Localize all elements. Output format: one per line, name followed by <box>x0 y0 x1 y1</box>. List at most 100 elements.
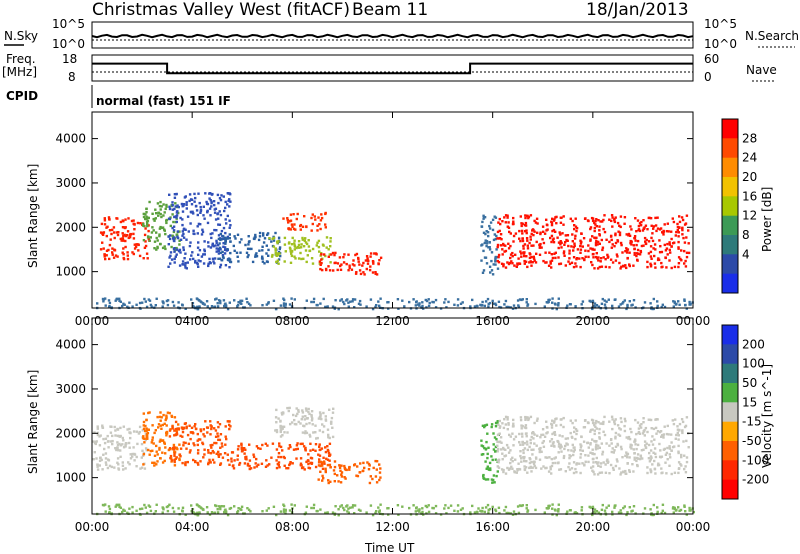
velocity-data-cell <box>650 456 653 459</box>
power-data-cell <box>274 247 277 251</box>
velocity-colorbar-swatch <box>722 383 738 403</box>
power-data-cell <box>557 302 560 305</box>
power-data-cell <box>674 234 677 237</box>
power-colorbar-tick-label: 8 <box>742 228 750 242</box>
velocity-data-cell <box>562 454 566 458</box>
power-data-cell <box>325 246 328 249</box>
power-data-cell <box>482 249 485 253</box>
velocity-data-cell <box>509 449 512 452</box>
power-data-cell <box>136 243 140 246</box>
velocity-data-cell <box>248 464 251 468</box>
velocity-data-cell <box>168 447 172 450</box>
power-data-cell <box>311 213 314 216</box>
power-data-cell <box>506 216 509 219</box>
power-data-cell <box>153 247 156 250</box>
power-data-cell <box>552 228 556 232</box>
power-data-cell <box>557 304 560 307</box>
velocity-data-cell <box>552 444 556 448</box>
power-data-cell <box>292 213 295 216</box>
velocity-data-cell <box>445 512 448 515</box>
velocity-data-cell <box>295 444 299 447</box>
velocity-data-cell <box>677 434 680 437</box>
power-data-cell <box>638 222 642 225</box>
velocity-data-cell <box>224 443 227 446</box>
velocity-data-cell <box>296 442 299 445</box>
velocity-colorbar-swatch <box>722 441 738 461</box>
velocity-data-cell <box>142 435 145 438</box>
velocity-data-cell <box>321 423 324 426</box>
velocity-data-cell <box>282 455 285 459</box>
power-data-cell <box>491 299 494 303</box>
power-data-cell <box>224 302 227 305</box>
velocity-data-cell <box>666 424 669 428</box>
velocity-data-cell <box>233 505 236 508</box>
velocity-data-cell <box>204 420 207 423</box>
velocity-data-cell <box>190 504 193 507</box>
velocity-data-cell <box>569 419 572 422</box>
velocity-data-cell <box>179 447 183 450</box>
velocity-data-cell <box>538 449 542 453</box>
velocity-data-cell <box>649 449 653 452</box>
power-data-cell <box>559 221 563 224</box>
velocity-data-cell <box>443 507 446 510</box>
power-data-cell <box>223 252 227 255</box>
velocity-data-cell <box>633 452 636 455</box>
power-data-cell <box>297 257 301 260</box>
power-data-cell <box>641 229 645 232</box>
velocity-data-cell <box>327 481 330 485</box>
power-data-cell <box>176 210 179 213</box>
velocity-data-cell <box>104 457 108 460</box>
velocity-data-cell <box>172 510 176 513</box>
power-data-cell <box>319 227 322 231</box>
power-data-cell <box>173 196 177 199</box>
velocity-data-cell <box>587 454 590 457</box>
power-data-cell <box>560 241 563 244</box>
power-data-cell <box>258 231 262 235</box>
velocity-data-cell <box>533 421 536 425</box>
velocity-data-cell <box>241 448 244 451</box>
velocity-data-cell <box>609 438 613 442</box>
velocity-data-cell <box>279 429 282 432</box>
velocity-data-cell <box>645 442 648 445</box>
power-data-cell <box>113 236 116 240</box>
power-data-cell <box>168 207 172 211</box>
velocity-data-cell <box>266 444 269 447</box>
velocity-data-cell <box>321 464 324 467</box>
velocity-data-cell <box>593 429 596 432</box>
power-data-cell <box>564 241 567 244</box>
power-data-cell <box>551 297 554 300</box>
power-data-cell <box>662 233 665 236</box>
power-data-cell <box>121 226 125 229</box>
velocity-data-cell <box>676 431 679 435</box>
velocity-data-cell <box>99 456 102 459</box>
velocity-data-cell <box>486 465 489 468</box>
velocity-data-cell <box>166 509 170 513</box>
power-data-cell <box>355 271 358 274</box>
velocity-data-cell <box>616 460 619 463</box>
power-data-cell <box>135 243 138 246</box>
power-data-cell <box>616 255 619 258</box>
power-data-cell <box>165 203 168 207</box>
velocity-data-cell <box>685 439 688 443</box>
power-data-cell <box>218 242 221 245</box>
power-data-cell <box>293 298 296 301</box>
velocity-data-cell <box>632 505 636 508</box>
power-data-cell <box>573 227 576 231</box>
power-data-cell <box>676 228 679 232</box>
velocity-data-cell <box>92 440 95 443</box>
velocity-data-cell <box>524 415 527 419</box>
velocity-data-cell <box>165 505 169 509</box>
velocity-data-cell <box>591 469 594 472</box>
power-data-cell <box>554 256 557 260</box>
velocity-data-cell <box>328 459 331 462</box>
velocity-data-cell <box>651 463 654 466</box>
power-data-cell <box>607 298 610 301</box>
velocity-data-cell <box>492 474 496 477</box>
velocity-data-cell <box>194 427 198 431</box>
power-data-cell <box>279 304 283 307</box>
velocity-data-cell <box>529 441 532 445</box>
power-data-cell <box>489 221 493 224</box>
velocity-data-cell <box>236 454 239 457</box>
velocity-data-cell <box>529 415 533 419</box>
power-data-cell <box>105 249 109 252</box>
